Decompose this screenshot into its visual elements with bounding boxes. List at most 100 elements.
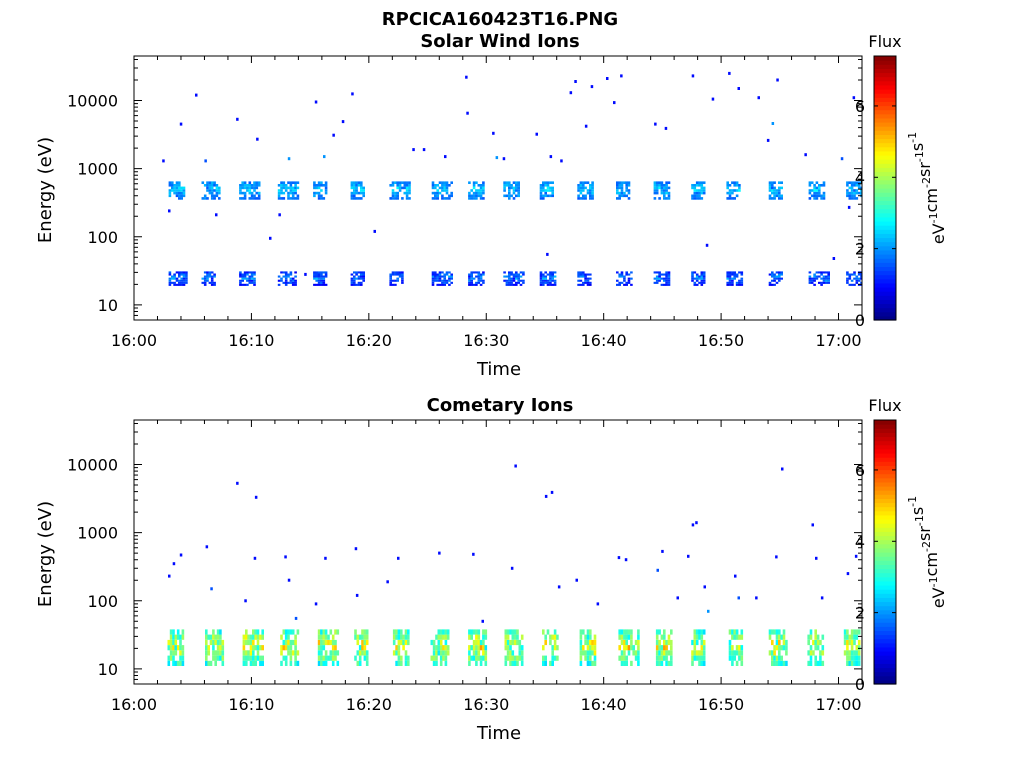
heatmap-cell: [291, 191, 295, 195]
heatmap-cell: [551, 191, 554, 195]
heatmap-cell: [241, 184, 244, 187]
heatmap-cell: [589, 639, 592, 646]
heatmap-cell: [542, 273, 545, 276]
heatmap-cell: [441, 189, 444, 192]
colorbar-segment: [874, 287, 896, 292]
heatmap-cell: [363, 639, 367, 646]
heatmap-cell: [182, 186, 186, 190]
heatmap-cell: [665, 660, 668, 666]
heatmap-cell: [327, 634, 330, 640]
heatmap-cell: [443, 184, 446, 187]
colorbar-segment: [874, 60, 896, 65]
heatmap-cell: [277, 283, 281, 286]
heatmap-cell: [768, 194, 772, 198]
heatmap-cell: [280, 271, 283, 274]
heatmap-cell: [180, 194, 183, 198]
colorbar-segment: [874, 481, 896, 487]
heatmap-cell: [241, 273, 244, 276]
heatmap-cell: [702, 271, 706, 274]
heatmap-cell: [350, 273, 354, 276]
heatmap-cell: [773, 191, 776, 195]
heatmap-cell: [394, 271, 397, 274]
heatmap-cell: [175, 181, 179, 184]
heatmap-cell: [360, 283, 363, 286]
heatmap-cell: [437, 645, 441, 651]
heatmap-cell: [733, 629, 736, 635]
heatmap-cell: [209, 660, 213, 666]
heatmap-cell: [320, 189, 323, 192]
heatmap-cell: [637, 639, 640, 646]
heatmap-cell: [512, 181, 516, 184]
colorbar-segment: [874, 440, 896, 446]
heatmap-cell: [660, 186, 664, 190]
heatmap-cell: [517, 186, 520, 190]
heatmap-cell: [513, 629, 517, 635]
heatmap-cell: [863, 276, 866, 278]
heatmap-cell: [733, 634, 736, 640]
heatmap-cell: [809, 634, 813, 640]
heatmap-cell: [591, 186, 594, 190]
heatmap-cell: [695, 277, 699, 280]
x-tick-label: 16:00: [111, 331, 157, 350]
heatmap-cell: [663, 186, 666, 190]
heatmap-cell: [446, 650, 450, 656]
heatmap-cell: [773, 181, 776, 184]
heatmap-cell: [778, 639, 781, 646]
heatmap-cell: [698, 189, 701, 192]
heatmap-cell: [210, 279, 214, 282]
heatmap-cell: [171, 275, 174, 278]
colorbar-segment: [874, 444, 896, 450]
heatmap-cell: [665, 186, 668, 190]
heatmap-cell: [579, 279, 583, 282]
heatmap-cell: [623, 650, 626, 656]
heatmap-cell: [618, 181, 621, 184]
heatmap-cell: [549, 634, 552, 640]
heatmap-cell: [637, 645, 640, 651]
heatmap-cell: [815, 181, 819, 184]
heatmap-cell: [667, 279, 671, 282]
heatmap-cell: [515, 181, 518, 184]
heatmap-cell: [577, 273, 580, 276]
heatmap-cell: [253, 273, 256, 276]
heatmap-cell: [360, 273, 363, 276]
heatmap-cell: [401, 186, 404, 190]
heatmap-cell: [623, 639, 626, 646]
heatmap-cell: [846, 181, 849, 184]
heatmap-cell: [577, 189, 580, 192]
heatmap-cell: [289, 639, 293, 646]
heatmap-cell: [693, 186, 697, 190]
heatmap-cell: [522, 281, 525, 284]
heatmap-cell: [207, 650, 210, 656]
x-tick-label: 16:20: [346, 331, 392, 350]
heatmap-point: [705, 243, 709, 247]
heatmap-cell: [444, 639, 448, 646]
heatmap-cell: [726, 281, 729, 284]
heatmap-cell: [700, 181, 704, 184]
heatmap-cell: [221, 645, 225, 651]
heatmap-cell: [618, 273, 621, 276]
heatmap-cell: [702, 650, 706, 656]
heatmap-cell: [444, 645, 448, 651]
heatmap-cell: [655, 181, 659, 184]
heatmap-cell: [579, 184, 583, 187]
heatmap-cell: [221, 660, 225, 666]
heatmap-cell: [395, 650, 398, 656]
heatmap-cell: [185, 271, 188, 274]
heatmap-cell: [482, 279, 485, 282]
heatmap-point: [676, 596, 679, 600]
heatmap-cell: [391, 189, 395, 192]
heatmap-cell: [182, 189, 186, 192]
heatmap-cell: [579, 197, 583, 200]
heatmap-cell: [827, 277, 830, 280]
heatmap-cell: [773, 186, 776, 190]
heatmap-cell: [245, 634, 248, 640]
y-tick-label: 100: [87, 228, 118, 247]
heatmap-cell: [771, 660, 774, 666]
heatmap-cell: [294, 184, 297, 187]
heatmap-cell: [589, 186, 592, 190]
heatmap-cell: [470, 194, 473, 198]
heatmap-cell: [553, 281, 557, 284]
heatmap-cell: [780, 277, 783, 280]
heatmap-cell: [185, 279, 188, 282]
heatmap-point: [438, 551, 441, 555]
